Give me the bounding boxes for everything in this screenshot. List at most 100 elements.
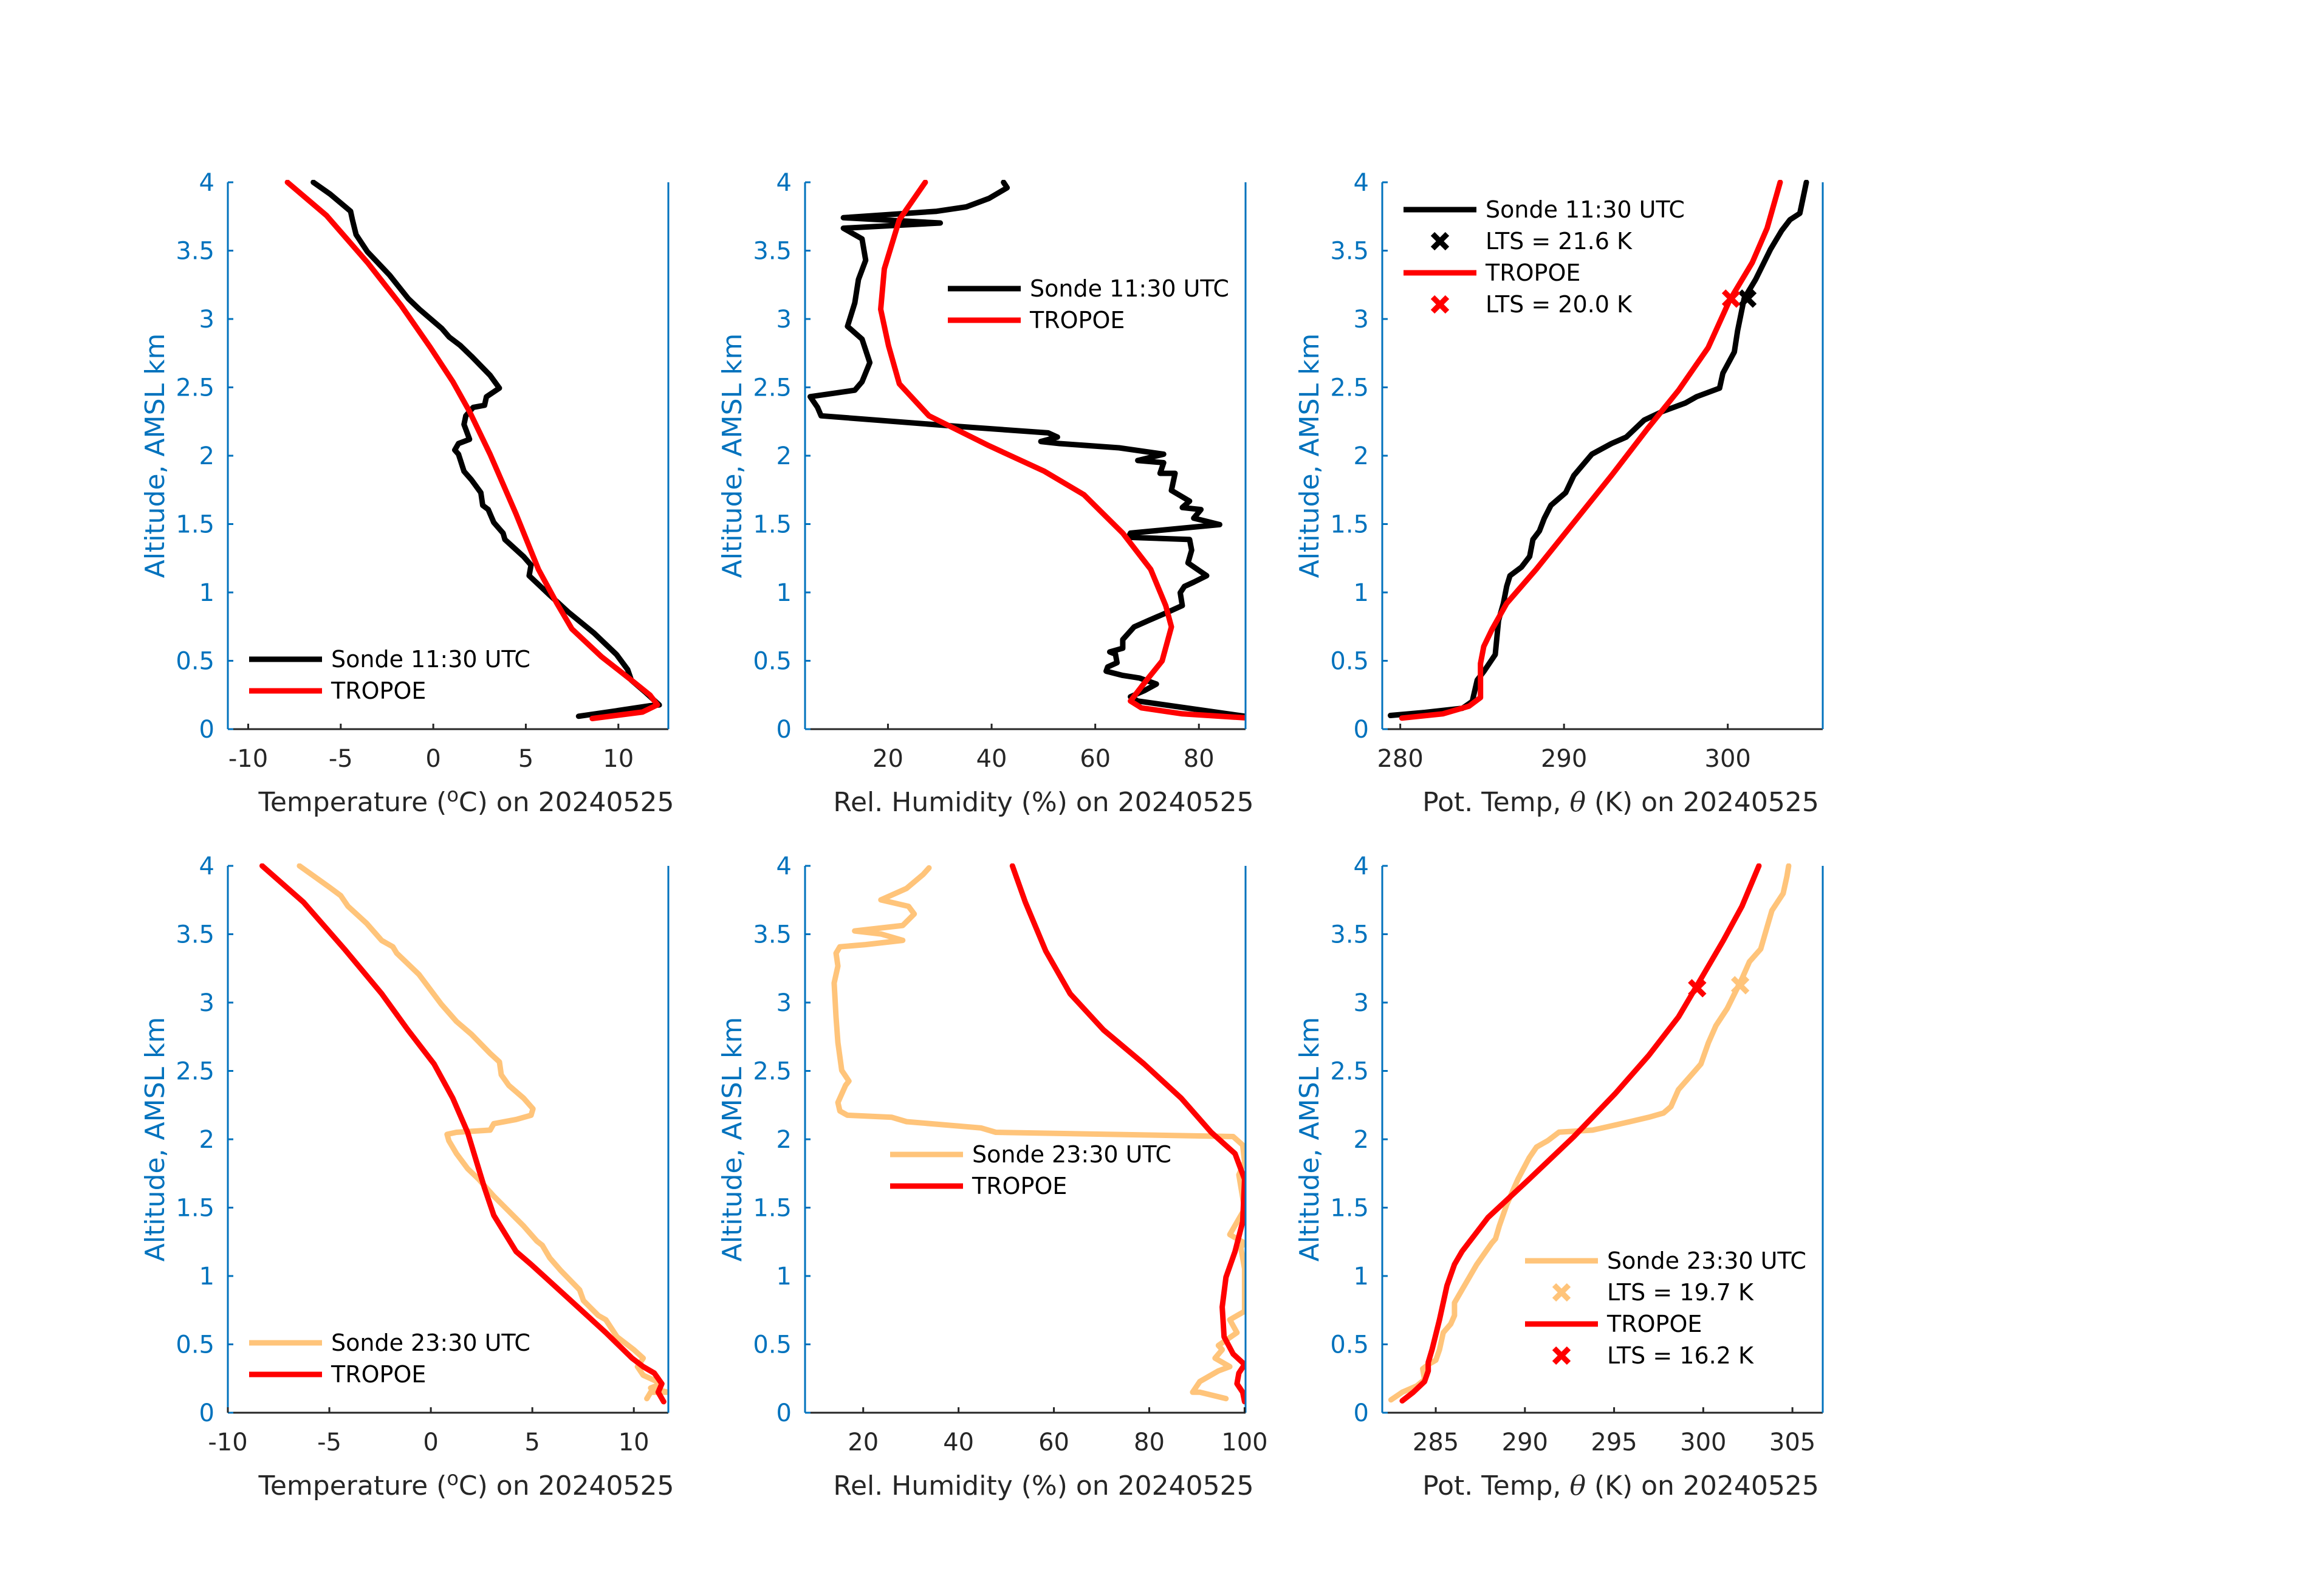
x-tick-label: 40 [976, 745, 1007, 773]
y-axis-label: Altitude, AMSL km [1294, 334, 1325, 578]
legend: Sonde 11:30 UTC TROPOE [249, 646, 530, 704]
y-axis-label: Altitude, AMSL km [140, 334, 171, 578]
y-tick-label: 0 [199, 1399, 214, 1427]
plot-area [831, 863, 1246, 1405]
x-tick-label: 10 [619, 1429, 650, 1456]
x-tick-label: -10 [228, 745, 268, 773]
y-axis-label: Altitude, AMSL km [1294, 1017, 1325, 1262]
x-tick-label: 300 [1705, 745, 1751, 773]
x-axis-label-part: Temperature ( [258, 787, 447, 818]
y-tick-label: 2 [776, 1126, 792, 1154]
y-tick-label: 1.5 [176, 511, 214, 539]
y-axis-label: Altitude, AMSL km [717, 334, 748, 578]
y-tick-label: 1.5 [753, 1195, 792, 1223]
legend: Sonde 23:30 UTC LTS = 19.7 K TROPOE LTS =… [1525, 1247, 1806, 1369]
y-tick-label: 1.5 [1330, 511, 1369, 539]
plot-area [1388, 863, 1792, 1404]
x-axis-label-part: θ [1569, 1470, 1586, 1501]
series-line-sonde-23-30-utc [831, 865, 1246, 1402]
y-tick-label: 0 [1354, 716, 1369, 744]
x-axis-label: Temperature (oC) on 20240525 [258, 783, 674, 818]
y-tick-label: 2.5 [753, 1058, 792, 1086]
y-tick-label: 1 [1354, 1263, 1369, 1291]
y-tick-label: 3.5 [753, 921, 792, 949]
y-tick-label: 0 [199, 716, 214, 744]
x-tick-label: 290 [1541, 745, 1587, 773]
series-line-tropoe [878, 180, 1246, 721]
series-line-tropoe [259, 863, 667, 1405]
legend-entry-label: Sonde 23:30 UTC [972, 1141, 1171, 1168]
legend-entry-label: TROPOE [1485, 259, 1580, 286]
lts-marker-tropoe-lts [1688, 979, 1707, 998]
legend-entry-label: TROPOE [331, 677, 426, 704]
y-tick-label: 3.5 [1330, 921, 1369, 949]
legend-swatch-marker [1430, 232, 1450, 251]
x-tick-label: 60 [1038, 1429, 1069, 1456]
x-axis-label-part: (K) on 20240525 [1586, 1470, 1819, 1501]
legend: Sonde 11:30 UTC LTS = 21.6 K TROPOE LTS =… [1404, 196, 1685, 318]
x-axis-label: Pot. Temp, θ (K) on 20240525 [1422, 787, 1819, 818]
x-tick-label: 305 [1769, 1429, 1815, 1456]
x-tick-label: 295 [1591, 1429, 1637, 1456]
y-tick-label: 2.5 [1330, 1058, 1369, 1086]
y-tick-label: 0.5 [753, 648, 792, 676]
x-tick-label: 20 [848, 1429, 879, 1456]
x-tick-label: -10 [208, 1429, 247, 1456]
x-axis-label: Rel. Humidity (%) on 20240525 [833, 787, 1253, 818]
legend-entry-label: Sonde 23:30 UTC [331, 1329, 530, 1356]
x-axis-label-part: θ [1569, 787, 1586, 818]
y-tick-label: 4 [199, 852, 214, 880]
series-line-tropoe [284, 180, 660, 721]
y-tick-label: 4 [776, 852, 792, 880]
y-tick-label: 3.5 [176, 238, 214, 266]
y-tick-label: 3 [776, 989, 792, 1017]
y-tick-label: 0.5 [176, 648, 214, 676]
subplot-theta-1130: 0 0.5 1 1.5 2 2.5 3 3.5 4 280 290 300 Altitude, AMSL… [1294, 169, 1824, 818]
y-tick-label: 3 [1354, 306, 1369, 334]
subplot-temp-2330: 0 0.5 1 1.5 2 2.5 3 3.5 4 -10 -5 0 5 10 Altitude, AMSL… [140, 852, 674, 1501]
series-line-tropoe [1399, 180, 1783, 721]
legend-entry-label: TROPOE [1606, 1311, 1702, 1337]
plot-area [1388, 180, 1809, 721]
x-tick-label: 40 [943, 1429, 974, 1456]
legend-entry-label: TROPOE [331, 1361, 426, 1388]
legend-entry-label: TROPOE [972, 1173, 1067, 1199]
lts-marker-tropoe-lts [1721, 289, 1741, 308]
plot-area [284, 180, 662, 721]
y-tick-label: 2 [1354, 1126, 1369, 1154]
y-tick-label: 4 [199, 169, 214, 197]
y-tick-label: 0 [776, 1399, 792, 1427]
legend-entry-label: LTS = 21.6 K [1486, 228, 1633, 255]
x-axis-label-part: C) on 20240525 [459, 1470, 674, 1501]
x-tick-label: 60 [1080, 745, 1111, 773]
subplot-temp-1130: 0 0.5 1 1.5 2 2.5 3 3.5 4 -10 -5 0 5 10 Altitude, AMSL… [140, 169, 674, 818]
y-tick-label: 1 [199, 579, 214, 607]
y-tick-label: 3.5 [753, 238, 792, 266]
series-line-sonde-11-30-utc [807, 180, 1246, 719]
x-tick-label: -5 [317, 1429, 341, 1456]
series-line-sonde-23-30-utc [1388, 863, 1792, 1403]
y-tick-label: 3.5 [176, 921, 214, 949]
x-tick-label: 5 [518, 745, 533, 773]
y-tick-label: 2 [1354, 442, 1369, 470]
x-axis-label-part: Pot. Temp, [1422, 1470, 1569, 1501]
y-tick-label: 3 [199, 306, 214, 334]
y-tick-label: 3 [1354, 989, 1369, 1017]
x-tick-label: 80 [1184, 745, 1215, 773]
y-tick-label: 2.5 [1330, 374, 1369, 402]
x-tick-label: 280 [1377, 745, 1423, 773]
legend-entry-label: LTS = 20.0 K [1486, 291, 1633, 318]
legend: Sonde 11:30 UTC TROPOE [948, 275, 1229, 334]
y-tick-label: 2 [199, 442, 214, 470]
y-tick-label: 1.5 [753, 511, 792, 539]
legend-swatch-marker [1552, 1346, 1571, 1365]
series-line-tropoe [1399, 863, 1762, 1404]
subplot-theta-2330: 0 0.5 1 1.5 2 2.5 3 3.5 4 285 290 295 300 305 Altitude… [1294, 852, 1824, 1501]
x-tick-label: 10 [603, 745, 634, 773]
x-axis-label-part: Pot. Temp, [1422, 787, 1569, 818]
legend-entry-label: Sonde 11:30 UTC [1486, 196, 1685, 223]
legend-entry-label: Sonde 11:30 UTC [1030, 275, 1229, 302]
y-tick-label: 4 [776, 169, 792, 197]
y-tick-label: 3.5 [1330, 238, 1369, 266]
y-tick-label: 4 [1354, 852, 1369, 880]
